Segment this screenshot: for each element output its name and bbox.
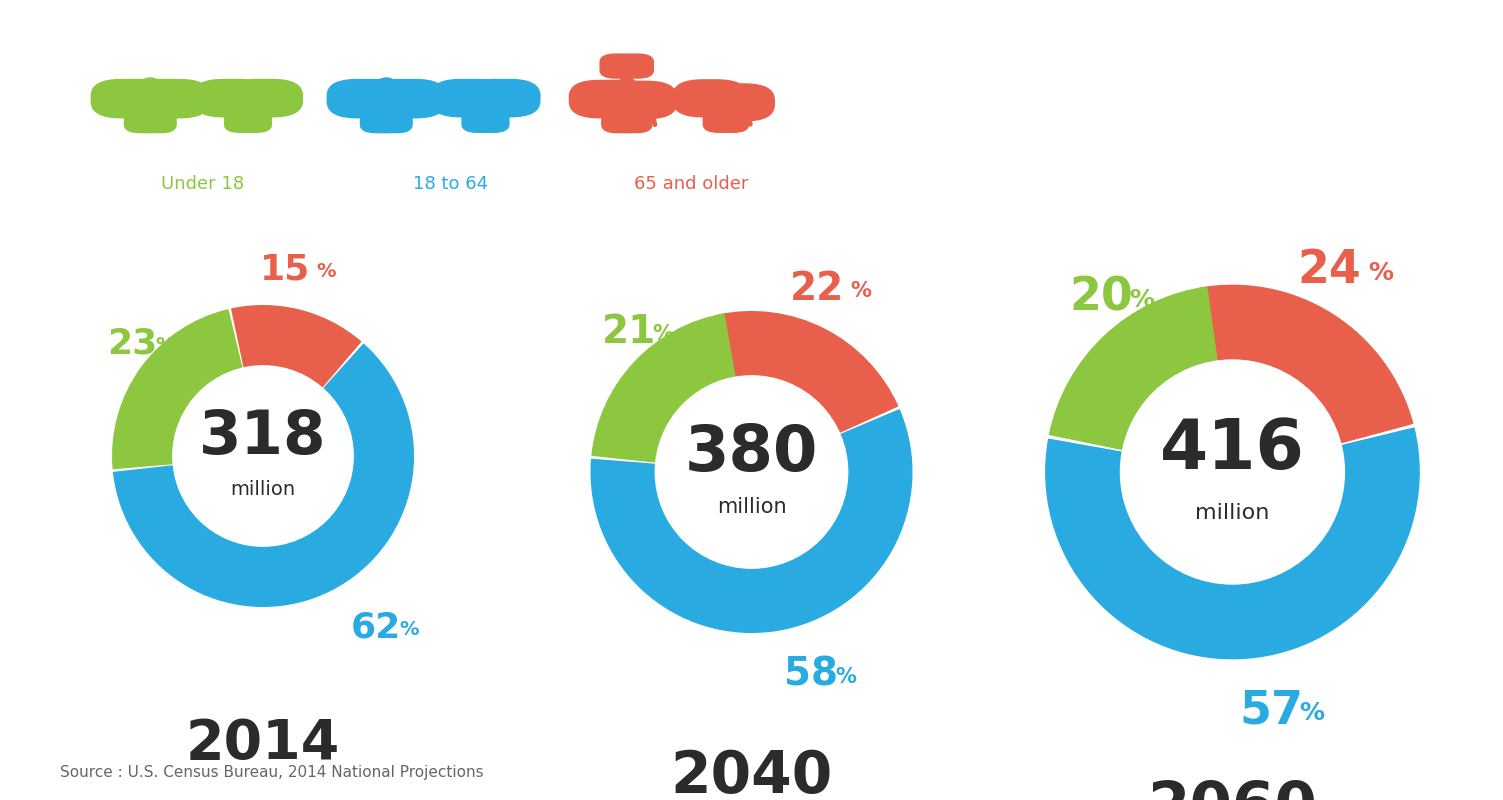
Text: Under 18: Under 18 [161,175,245,193]
Wedge shape [718,312,897,433]
Text: 21: 21 [601,313,655,351]
FancyBboxPatch shape [92,79,170,118]
Ellipse shape [717,82,735,93]
Text: 24: 24 [1297,248,1360,293]
Wedge shape [231,306,361,387]
Text: 18 to 64: 18 to 64 [413,175,488,193]
Ellipse shape [615,66,639,70]
FancyBboxPatch shape [570,81,646,118]
FancyBboxPatch shape [131,79,209,118]
Text: %: % [851,281,872,301]
FancyBboxPatch shape [607,82,676,118]
FancyBboxPatch shape [601,82,652,117]
Text: %: % [1368,261,1393,285]
Text: million: million [1195,503,1270,523]
FancyBboxPatch shape [705,84,774,121]
FancyBboxPatch shape [125,82,176,117]
Ellipse shape [618,78,636,90]
Text: million: million [717,498,786,518]
Text: 318: 318 [200,409,326,467]
Text: 23: 23 [107,326,158,360]
Text: 15: 15 [260,253,311,286]
Wedge shape [1046,428,1419,658]
Wedge shape [591,410,912,632]
Ellipse shape [239,82,257,93]
FancyBboxPatch shape [600,54,654,78]
Text: 380: 380 [685,422,818,484]
Text: %: % [1300,702,1324,726]
FancyBboxPatch shape [673,80,747,117]
Ellipse shape [491,85,500,92]
Text: 22: 22 [791,270,845,308]
FancyBboxPatch shape [472,103,510,132]
FancyBboxPatch shape [464,79,540,117]
Circle shape [173,366,353,546]
Circle shape [655,376,848,568]
Text: 20: 20 [1069,275,1133,320]
Text: 65 and older: 65 and older [634,175,748,193]
Ellipse shape [254,85,263,92]
Text: 2040: 2040 [670,747,833,800]
FancyBboxPatch shape [373,100,412,133]
FancyBboxPatch shape [234,103,272,132]
Wedge shape [1199,286,1413,443]
FancyBboxPatch shape [613,100,652,133]
FancyBboxPatch shape [431,79,507,117]
Text: %: % [1129,288,1154,312]
Text: %: % [652,324,673,344]
Text: %: % [155,336,174,355]
FancyBboxPatch shape [712,103,748,132]
Text: Source : U.S. Census Bureau, 2014 National Projections: Source : U.S. Census Bureau, 2014 Nation… [60,765,484,779]
FancyBboxPatch shape [224,103,262,132]
Text: 58: 58 [785,655,839,694]
Ellipse shape [476,82,494,93]
Text: 2014: 2014 [186,717,340,771]
Wedge shape [1049,287,1217,450]
FancyBboxPatch shape [461,103,499,132]
FancyBboxPatch shape [601,100,640,133]
Ellipse shape [377,78,395,90]
Text: %: % [398,620,418,638]
Polygon shape [711,93,741,112]
Ellipse shape [141,78,159,90]
FancyBboxPatch shape [703,103,739,132]
Text: million: million [230,479,296,498]
Polygon shape [469,93,502,112]
Text: %: % [317,262,335,281]
Text: 57: 57 [1240,688,1303,734]
FancyBboxPatch shape [328,79,406,118]
FancyBboxPatch shape [194,79,269,117]
FancyBboxPatch shape [361,82,412,117]
Text: %: % [836,666,857,686]
Text: 2060: 2060 [1147,778,1318,800]
FancyBboxPatch shape [367,79,445,118]
Text: 62: 62 [350,610,401,644]
FancyBboxPatch shape [361,100,400,133]
FancyBboxPatch shape [227,79,302,117]
Wedge shape [113,310,242,469]
Text: 416: 416 [1160,416,1305,483]
FancyBboxPatch shape [137,100,176,133]
Wedge shape [114,344,413,606]
Polygon shape [231,93,265,112]
Wedge shape [592,314,735,462]
Circle shape [1120,360,1345,584]
FancyBboxPatch shape [125,100,164,133]
